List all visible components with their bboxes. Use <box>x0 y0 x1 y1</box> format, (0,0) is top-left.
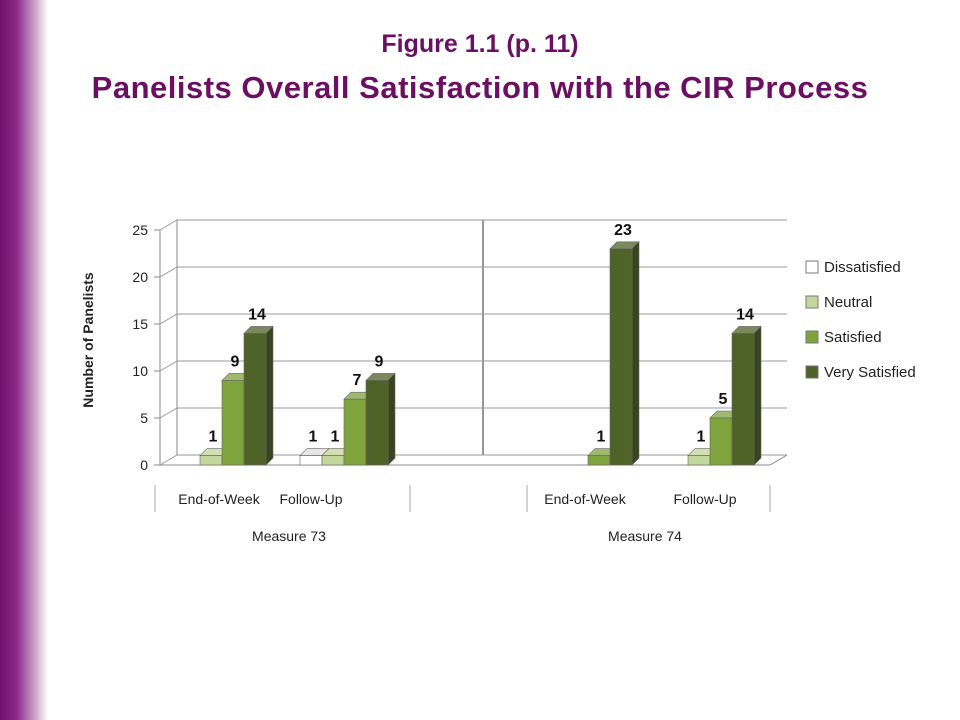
figure-number: Figure 1.1 (p. 11) <box>381 30 579 58</box>
y-axis-ticks: 0 5 10 15 20 25 <box>132 222 148 473</box>
legend-swatch <box>805 260 819 274</box>
bar-side-face <box>387 372 396 466</box>
bar-front-face <box>687 455 711 466</box>
decorative-side-band <box>0 0 48 720</box>
legend-swatch <box>805 365 819 379</box>
bar-front-face <box>587 455 611 466</box>
data-label: 7 <box>353 372 362 389</box>
y-tick-label: 0 <box>140 457 148 473</box>
data-label: 1 <box>209 429 218 446</box>
bar-front-face <box>365 380 389 466</box>
data-label: 1 <box>697 429 706 446</box>
legend-swatch <box>805 295 819 309</box>
data-label: 1 <box>597 429 606 446</box>
bar-front-face <box>343 398 367 466</box>
gridline <box>159 360 787 372</box>
data-label: 23 <box>614 222 632 239</box>
y-tick-label: 20 <box>132 269 148 285</box>
bar-very-satisfied <box>243 325 274 466</box>
data-label: 9 <box>231 353 240 370</box>
legend-entry: Neutral <box>824 294 872 311</box>
gridline <box>159 454 787 466</box>
legend-entry: Satisfied <box>824 329 882 346</box>
bar-front-face <box>321 455 345 466</box>
x-category-label: Follow-Up <box>673 491 736 507</box>
bar-front-face <box>221 380 245 466</box>
legend-entry: Very Satisfied <box>824 364 916 381</box>
data-label: 1 <box>331 429 340 446</box>
gridline <box>159 407 787 419</box>
x-category-label: End-of-Week <box>178 491 260 507</box>
bar-front-face <box>609 248 633 466</box>
y-tick-label: 25 <box>132 222 148 238</box>
legend-swatch <box>805 330 819 344</box>
x-axis-labels: End-of-Week Follow-Up End-of-Week Follow-Up… <box>154 485 771 544</box>
bar-side-face <box>631 241 640 466</box>
bar-front-face <box>709 417 733 466</box>
bar-front-face <box>299 455 323 466</box>
slide-title: Panelists Overall Satisfaction with the … <box>91 70 869 105</box>
bar-side-face <box>265 325 274 466</box>
data-label: 14 <box>248 306 266 323</box>
data-label: 1 <box>309 429 318 446</box>
data-label: 5 <box>719 391 728 408</box>
bar-very-satisfied <box>365 372 396 466</box>
bar-front-face <box>199 455 223 466</box>
data-label: 9 <box>375 353 384 370</box>
bar-front-face <box>731 333 755 466</box>
x-group-label: Measure 73 <box>252 528 326 544</box>
y-tick-label: 15 <box>132 316 148 332</box>
y-tick-label: 10 <box>132 363 148 379</box>
bar-front-face <box>243 333 267 466</box>
x-category-label: Follow-Up <box>279 491 342 507</box>
x-category-label: End-of-Week <box>544 491 626 507</box>
chart-gridlines <box>154 219 787 466</box>
gridline <box>159 313 787 325</box>
gridline <box>159 219 787 231</box>
bar-very-satisfied <box>731 325 762 466</box>
y-tick-label: 5 <box>140 410 148 426</box>
x-group-label: Measure 74 <box>608 528 682 544</box>
bar-very-satisfied <box>609 241 640 466</box>
data-label: 14 <box>736 306 754 323</box>
gridline <box>159 266 787 278</box>
bar-side-face <box>753 325 762 466</box>
legend-entry: Dissatisfied <box>824 259 901 276</box>
y-axis-label: Number of Panelists <box>80 272 96 408</box>
chart-legend: Dissatisfied Neutral Satisfied Very Satisfi… <box>805 259 916 381</box>
